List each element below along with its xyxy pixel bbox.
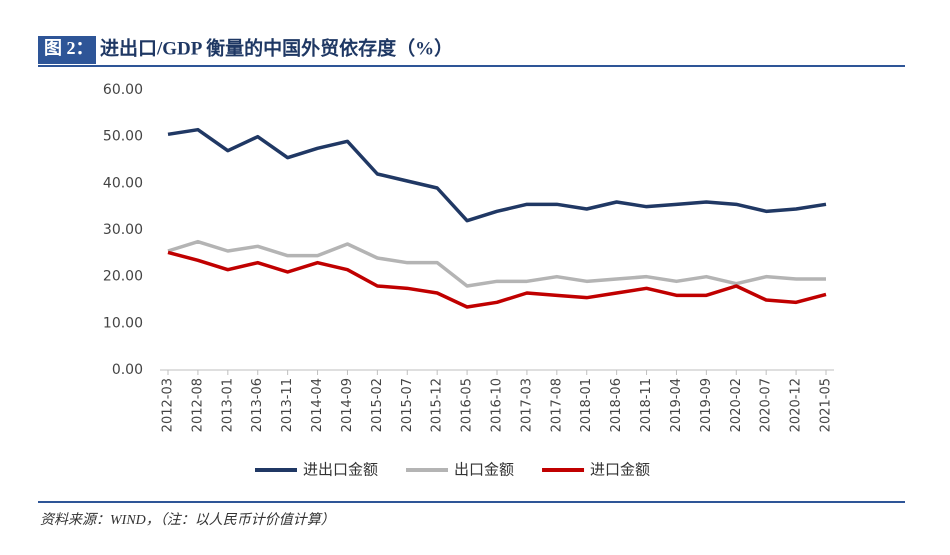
y-tick-label: 10.00: [103, 315, 143, 331]
legend-label: 进出口金额: [303, 461, 378, 479]
legend-label: 出口金额: [454, 461, 514, 479]
x-tick-label: 2013-01: [220, 378, 235, 432]
source: 资料来源：WIND，（注：以人民币计价值计算）: [40, 512, 335, 528]
header-badge: [38, 36, 96, 64]
x-tick-label: 2013-06: [250, 378, 265, 432]
x-tick-label: 2015-12: [430, 378, 445, 432]
legend-label: 进口金额: [590, 461, 650, 479]
x-tick-label: 2015-02: [370, 378, 385, 432]
x-tick-label: 2014-09: [340, 378, 355, 432]
x-tick-label: 2016-05: [460, 378, 475, 432]
series-line: [167, 250, 827, 309]
x-tick-label: 2020-12: [789, 378, 804, 432]
x-tick-label: 2017-08: [549, 378, 564, 432]
x-tick-label: 2012-03: [161, 378, 176, 432]
y-tick-label: 20.00: [103, 269, 143, 285]
y-tick-label: 60.00: [103, 82, 143, 98]
y-tick-label: 0.00: [112, 362, 143, 378]
y-tick-label: 50.00: [103, 129, 143, 145]
x-tick-label: 2012-08: [190, 378, 205, 432]
x-tick-label: 2019-04: [669, 378, 684, 432]
series-line: [167, 127, 827, 223]
header-label: 图 2：: [44, 38, 94, 58]
x-tick-label: 2015-07: [400, 378, 415, 432]
x-tick-label: 2013-11: [280, 378, 295, 432]
x-tick-label: 2021-05: [819, 378, 834, 432]
header-title: 进出口/GDP 衡量的中国外贸依存度（%）: [100, 36, 453, 59]
x-tick-label: 2018-06: [609, 378, 624, 432]
x-tick-label: 2018-11: [639, 378, 654, 432]
x-tick-label: 2017-03: [519, 378, 534, 432]
x-tick-label: 2014-04: [310, 378, 325, 432]
y-tick-label: 30.00: [103, 222, 143, 238]
x-tick-label: 2016-10: [490, 378, 505, 432]
x-tick-label: 2019-09: [699, 378, 714, 432]
series-line: [167, 239, 826, 288]
y-tick-label: 40.00: [103, 175, 143, 191]
x-tick-label: 2020-02: [729, 378, 744, 432]
x-tick-label: 2020-07: [759, 378, 774, 432]
x-tick-label: 2018-01: [579, 378, 594, 432]
